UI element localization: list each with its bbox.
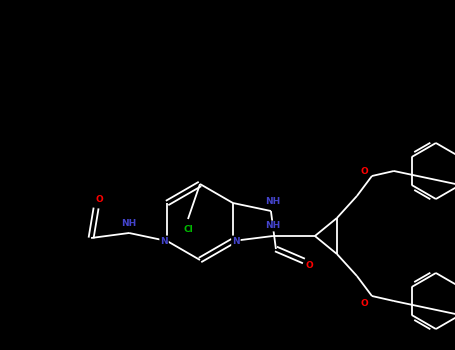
Text: Cl: Cl bbox=[183, 224, 193, 233]
Text: N: N bbox=[160, 237, 168, 245]
Text: NH: NH bbox=[121, 218, 136, 228]
Text: NH: NH bbox=[265, 222, 281, 231]
Text: O: O bbox=[360, 167, 368, 175]
Text: O: O bbox=[305, 261, 313, 271]
Text: N: N bbox=[232, 237, 240, 245]
Text: NH: NH bbox=[265, 196, 281, 205]
Text: O: O bbox=[360, 300, 368, 308]
Text: O: O bbox=[95, 196, 103, 204]
